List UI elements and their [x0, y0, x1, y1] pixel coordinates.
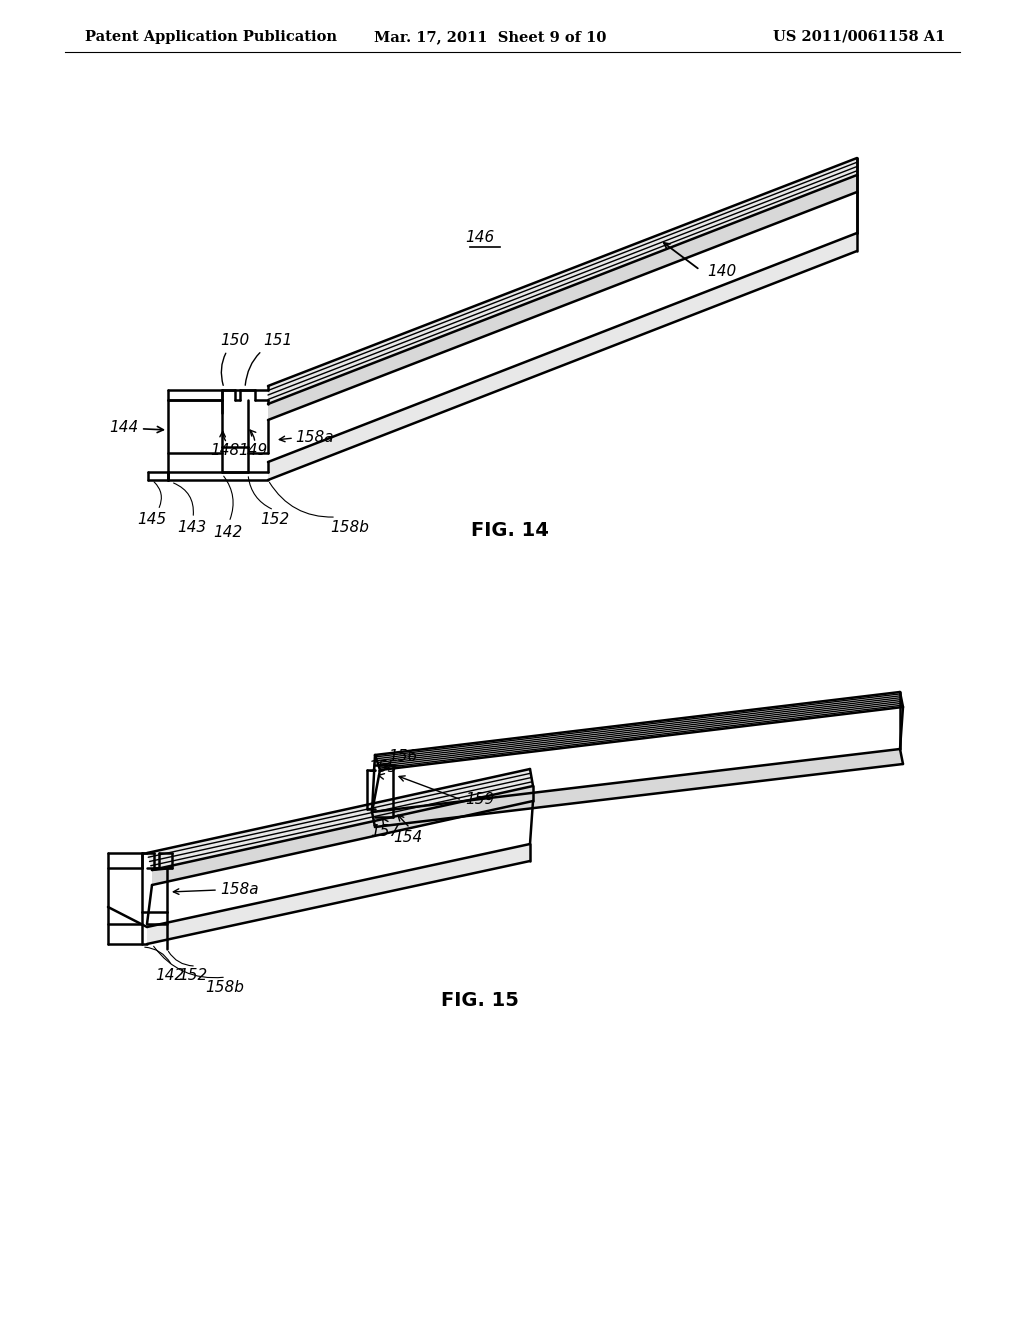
Polygon shape: [147, 843, 530, 944]
Text: 152: 152: [260, 512, 290, 527]
Text: 145: 145: [137, 512, 167, 527]
Polygon shape: [268, 176, 857, 420]
Text: 158a: 158a: [295, 429, 334, 445]
Text: 152: 152: [178, 968, 208, 983]
Text: 142: 142: [156, 968, 184, 983]
Text: 140: 140: [707, 264, 736, 280]
Polygon shape: [372, 748, 903, 828]
Text: 158b: 158b: [206, 979, 245, 995]
Text: 150: 150: [220, 333, 250, 385]
Text: 157: 157: [371, 824, 399, 840]
Polygon shape: [268, 234, 857, 480]
Text: US 2011/0061158 A1: US 2011/0061158 A1: [773, 30, 945, 44]
Text: FIG. 14: FIG. 14: [471, 520, 549, 540]
Text: 144: 144: [109, 421, 164, 436]
Text: 159: 159: [465, 792, 495, 808]
Text: FIG. 15: FIG. 15: [441, 990, 519, 1010]
Text: 149: 149: [239, 444, 267, 458]
Polygon shape: [375, 692, 903, 770]
Text: 142: 142: [213, 525, 243, 540]
Text: 146: 146: [465, 230, 495, 246]
Text: 155: 155: [369, 760, 397, 775]
Text: 148: 148: [210, 444, 240, 458]
Text: 143: 143: [177, 520, 207, 535]
Text: 151: 151: [245, 333, 293, 385]
Polygon shape: [268, 158, 857, 404]
Polygon shape: [147, 770, 534, 870]
Text: Mar. 17, 2011  Sheet 9 of 10: Mar. 17, 2011 Sheet 9 of 10: [374, 30, 606, 44]
Text: Patent Application Publication: Patent Application Publication: [85, 30, 337, 44]
Text: 156: 156: [388, 748, 418, 764]
Polygon shape: [152, 785, 534, 884]
Text: 158b: 158b: [330, 520, 369, 535]
Text: 154: 154: [393, 830, 423, 845]
Text: 158a: 158a: [220, 883, 259, 898]
